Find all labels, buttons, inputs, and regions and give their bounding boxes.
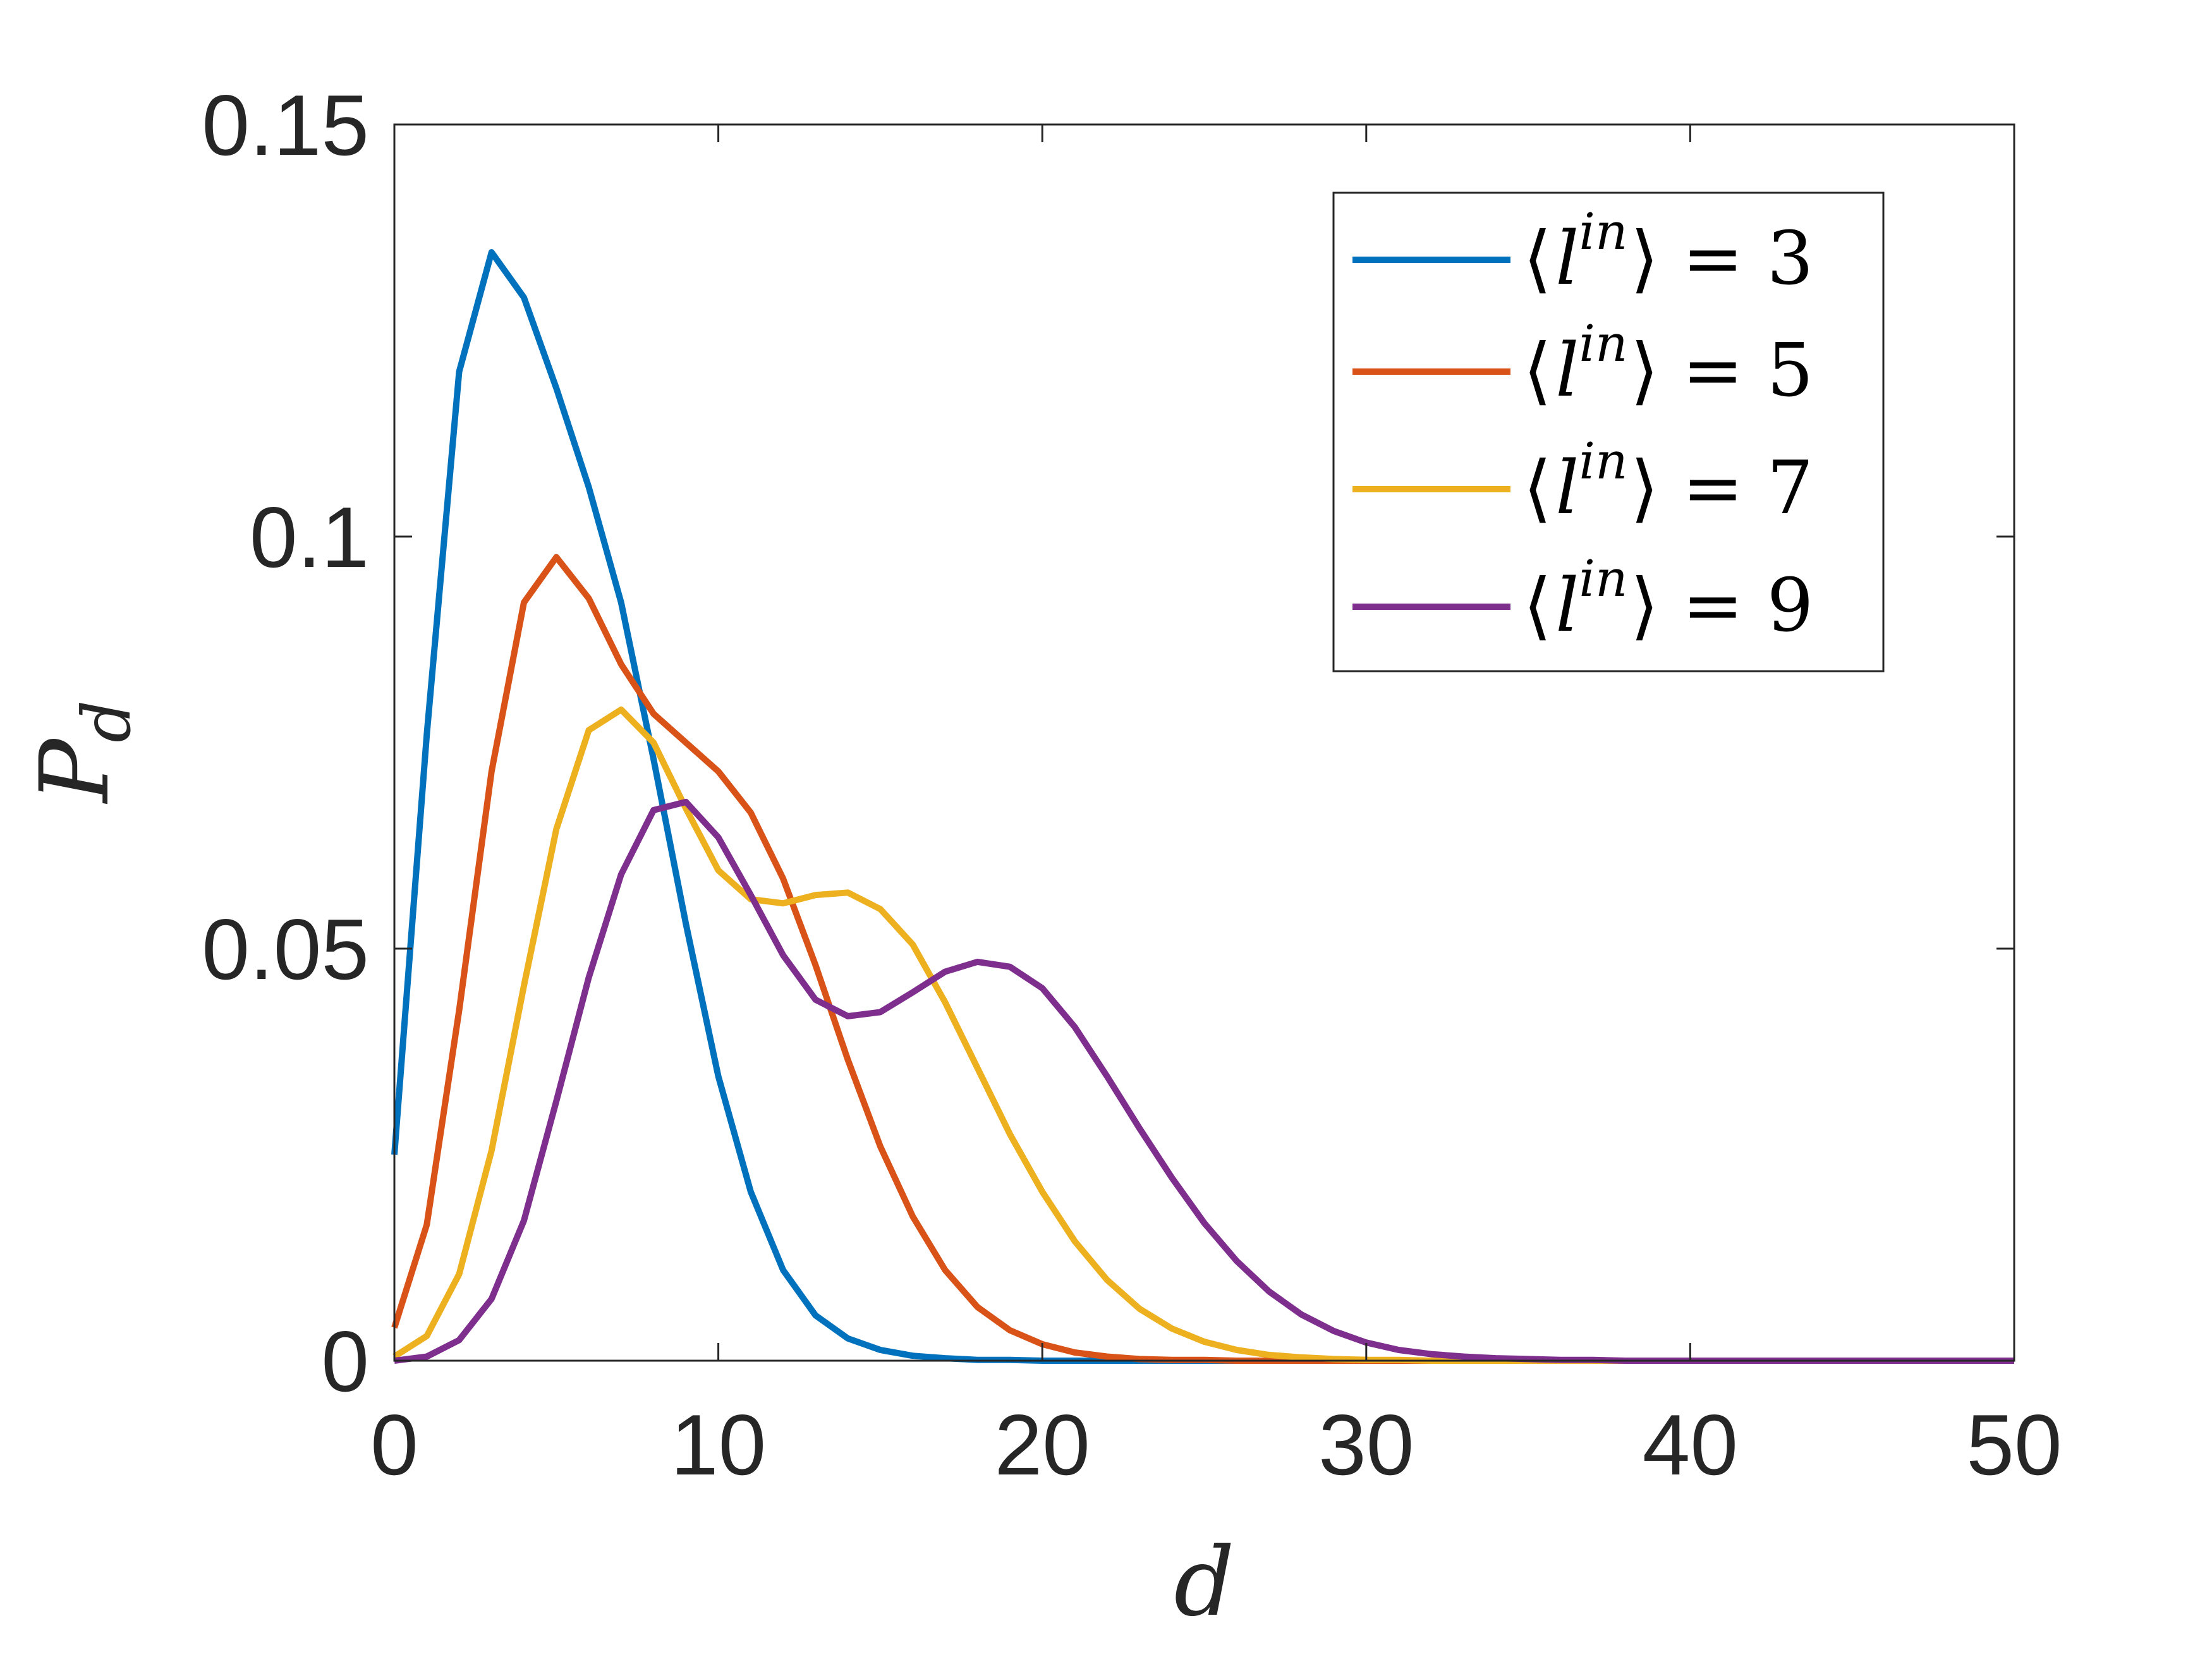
x-tick-label: 20: [995, 1397, 1090, 1493]
y-axis-label-subscript: d: [68, 700, 145, 743]
legend-label: ⟨lin⟩ = 5: [1523, 314, 1813, 413]
legend-item-4: ⟨lin⟩ = 9: [1352, 549, 1813, 648]
x-tick-label: 40: [1643, 1397, 1738, 1493]
legend: ⟨lin⟩ = 3 ⟨lin⟩ = 5 ⟨lin⟩ = 7 ⟨lin⟩ = 9: [1332, 191, 1885, 672]
y-tick-label: 0.05: [202, 901, 369, 997]
legend-item-1: ⟨lin⟩ = 3: [1352, 202, 1813, 301]
axes-box: [393, 123, 2015, 1362]
legend-label: ⟨lin⟩ = 7: [1523, 432, 1813, 531]
legend-box: [1332, 191, 1885, 672]
x-tick-label: 50: [1966, 1397, 2062, 1493]
ticks-layer: [393, 123, 2015, 1362]
x-axis-label: d: [1174, 1528, 1234, 1638]
x-tick-label: 30: [1318, 1397, 1414, 1493]
y-tick-label: 0.15: [202, 77, 369, 173]
tick-labels-layer: 0 10 20 30 40 50 0 0.05 0.1 0.15: [202, 77, 2062, 1493]
y-tick-label: 0: [321, 1313, 369, 1409]
legend-item-2: ⟨lin⟩ = 5: [1352, 314, 1813, 413]
legend-item-3: ⟨lin⟩ = 7: [1352, 432, 1813, 531]
y-tick-label: 0.1: [250, 489, 369, 585]
legend-items: ⟨lin⟩ = 3 ⟨lin⟩ = 5 ⟨lin⟩ = 7 ⟨lin⟩ = 9: [1352, 202, 1813, 648]
x-tick-label: 0: [370, 1397, 418, 1493]
x-tick-label: 10: [671, 1397, 766, 1493]
y-axis-label-main: P: [20, 737, 130, 805]
legend-label: ⟨lin⟩ = 9: [1523, 549, 1813, 648]
y-axis-label: P d: [20, 700, 145, 805]
legend-label: ⟨lin⟩ = 3: [1523, 202, 1813, 301]
